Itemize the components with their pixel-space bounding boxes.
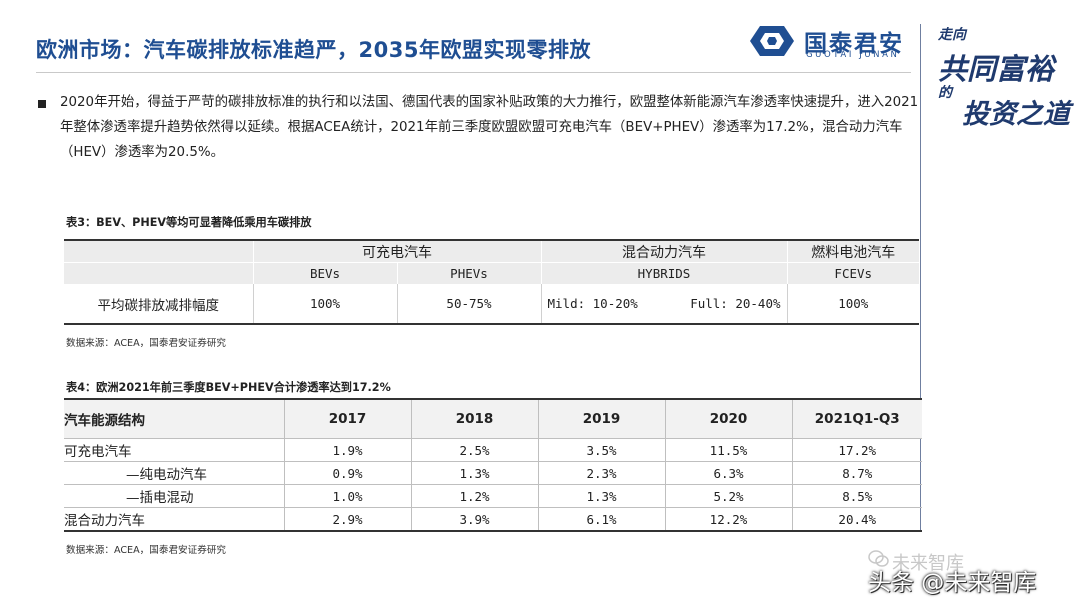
row-label: 可充电汽车 <box>64 438 284 462</box>
value-hybrid-full: Full: 20-40% <box>690 296 781 311</box>
cell-value: 3.9% <box>410 507 538 531</box>
group-header-rechargeable: 可充电汽车 <box>252 240 541 263</box>
header-year: 2019 <box>537 399 665 439</box>
value-bev: 100% <box>252 284 397 324</box>
intro-paragraph: 2020年开始，得益于严苛的碳排放标准的执行和以法国、德国代表的国家补贴政策的大… <box>60 95 919 160</box>
type-header-fcevs: FCEVs <box>786 262 919 284</box>
table4-caption: 表4：欧洲2021年前三季度BEV+PHEV合计渗透率达到17.2% <box>66 381 391 394</box>
type-header-hybrids: HYBRIDS <box>540 262 787 284</box>
value-fcev: 100% <box>786 284 919 324</box>
table3-source: 数据来源：ACEA，国泰君安证券研究 <box>66 338 227 349</box>
penetration-rate-table: 汽车能源结构 2017 2018 2019 2020 2021Q1-Q3 可充电… <box>64 398 922 532</box>
slogan-part-4: 投资之道 <box>962 99 1070 130</box>
logo-english-name: GUOTAI JUNAN <box>806 50 900 60</box>
row-label: 混合动力汽车 <box>64 513 145 529</box>
slogan-part-1: 走向 <box>938 27 966 43</box>
table3-caption: 表3：BEV、PHEV等均可显著降低乘用车碳排放 <box>66 216 312 229</box>
cell-value: 1.0% <box>283 484 411 508</box>
cell-value: 1.2% <box>410 484 538 508</box>
cell-value: 17.2% <box>791 438 922 462</box>
header-energy-structure: 汽车能源结构 <box>64 399 284 439</box>
cell-value: 20.4% <box>791 507 922 531</box>
slogan-calligraphy: 走向 共同富裕 的 投资之道 <box>932 20 1072 130</box>
value-hybrid-mild: Mild: 10-20% <box>547 296 638 311</box>
row-label: —纯电动汽车 <box>64 461 284 485</box>
type-header-bevs: BEVs <box>252 262 397 284</box>
logo-chinese-name: 国泰君安 <box>804 31 904 57</box>
cell-value: 5.2% <box>664 484 792 508</box>
slogan-part-2: 共同富裕 <box>938 52 1055 86</box>
page-title: 欧洲市场：汽车碳排放标准趋严，2035年欧盟实现零排放 <box>36 38 591 62</box>
header-year: 2018 <box>410 399 538 439</box>
watermark-wechat-text: 未来智库 <box>892 553 964 574</box>
title-divider <box>36 72 911 73</box>
header-year: 2017 <box>283 399 411 439</box>
header-year: 2021Q1-Q3 <box>791 399 922 439</box>
row-label: —插电混动 <box>64 484 284 508</box>
table-row: —纯电动汽车 0.9% 1.3% 2.3% 6.3% 8.7% <box>64 461 922 485</box>
slogan-part-3: 的 <box>938 85 952 101</box>
cell-value: 3.5% <box>537 438 665 462</box>
cell-value: 0.9% <box>283 461 411 485</box>
table-row: —插电混动 1.0% 1.2% 1.3% 5.2% 8.5% <box>64 484 922 508</box>
table3-corner <box>64 240 253 263</box>
group-header-hybrid: 混合动力汽车 <box>540 240 787 263</box>
cell-value: 2.9% <box>283 507 411 531</box>
cell-value: 8.7% <box>791 461 922 485</box>
cell-value: 2.3% <box>537 461 665 485</box>
vertical-divider <box>920 24 921 532</box>
header-year: 2020 <box>664 399 792 439</box>
value-hybrid: Mild: 10-20% Full: 20-40% <box>540 284 787 324</box>
cell-value: 8.5% <box>791 484 922 508</box>
cell-value: 1.9% <box>283 438 411 462</box>
table3-corner-2 <box>64 262 253 284</box>
cell-value: 6.3% <box>664 461 792 485</box>
table-row: 可充电汽车 1.9% 2.5% 3.5% 11.5% 17.2% <box>64 438 922 462</box>
table-row: 混合动力汽车 2.9% 3.9% 6.1% 12.2% 20.4% <box>64 507 922 531</box>
wechat-icon <box>868 550 889 567</box>
cell-value: 12.2% <box>664 507 792 531</box>
value-phev: 50-75% <box>396 284 541 324</box>
bullet-square-icon <box>38 100 46 108</box>
table4-source: 数据来源：ACEA，国泰君安证券研究 <box>66 545 227 556</box>
watermark: 未来智库 头条 @未来智库 <box>868 543 1080 608</box>
cell-value: 6.1% <box>537 507 665 531</box>
type-header-phevs: PHEVs <box>396 262 541 284</box>
cell-value: 11.5% <box>664 438 792 462</box>
guotai-junan-logo-icon <box>750 26 794 56</box>
cell-value: 1.3% <box>410 461 538 485</box>
company-logo: 国泰君安 GUOTAI JUNAN <box>750 22 910 62</box>
cell-value: 2.5% <box>410 438 538 462</box>
row-label-emission-reduction: 平均碳排放减排幅度 <box>97 297 220 314</box>
cell-value: 1.3% <box>537 484 665 508</box>
group-header-fuel-cell: 燃料电池汽车 <box>786 240 919 263</box>
emission-reduction-table: 可充电汽车 混合动力汽车 燃料电池汽车 BEVs PHEVs HYBRIDS F… <box>64 239 919 325</box>
watermark-toutiao-text: 头条 @未来智库 <box>868 570 1037 596</box>
